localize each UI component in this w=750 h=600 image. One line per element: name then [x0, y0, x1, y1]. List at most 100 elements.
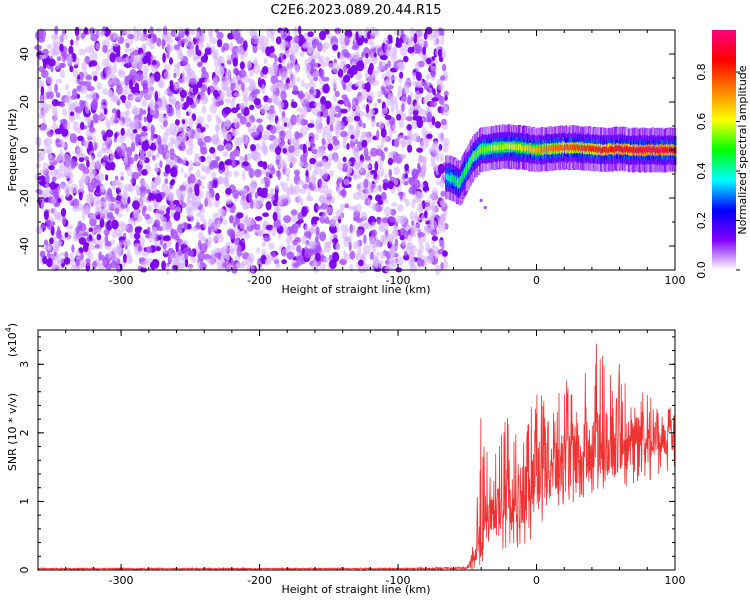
spectrogram-noise-cell [61, 128, 69, 137]
spectrogram-noise-cell [191, 193, 195, 204]
spectrogram-noise-cell [39, 150, 46, 161]
spectrogram-noise-cell [387, 157, 393, 166]
spectrogram-noise-cell [220, 209, 227, 220]
spectrogram-noise-cell [225, 68, 232, 79]
spectrogram-noise-cell [152, 155, 156, 161]
spectrogram-noise-cell [319, 55, 325, 64]
spectrogram-noise-cell [222, 151, 229, 157]
spectrogram-noise-cell [196, 81, 203, 88]
spectrogram-noise-cell [146, 226, 151, 232]
spectrogram-noise-cell [139, 185, 147, 192]
spectrogram-noise-cell [371, 79, 379, 87]
spectrogram-noise-cell [359, 166, 364, 173]
spectrogram-noise-cell [76, 112, 80, 120]
spectrogram-noise-cell [177, 157, 184, 164]
spectrogram-noise-cell [207, 87, 211, 96]
spectrogram-noise-cell [61, 34, 68, 40]
spectrogram-noise-cell [116, 264, 121, 274]
spectrogram-noise-cell [364, 58, 372, 64]
spectrogram-noise-cell [70, 161, 79, 167]
spectrogram-noise-cell [334, 123, 339, 135]
spectrogram-noise-cell [138, 107, 144, 117]
spectrogram-noise-cell [364, 37, 368, 44]
spectrogram-noise-cell [131, 171, 140, 180]
spectrogram-noise-cell [146, 150, 154, 158]
spectrogram-noise-cell [307, 31, 314, 38]
spectrogram-noise-cell [246, 216, 255, 226]
spectrogram-noise-cell [188, 41, 192, 49]
spectrogram-noise-cell [96, 159, 101, 168]
spectrogram-noise-cell [164, 164, 171, 174]
spectrogram-noise-cell [294, 64, 299, 74]
spectrogram-noise-cell [401, 103, 405, 112]
spectrogram-noise-cell [322, 83, 330, 94]
spectrogram-noise-cell [305, 175, 310, 183]
spectrogram-noise-cell [202, 165, 211, 174]
spectrogram-noise-cell [249, 198, 254, 209]
spectrogram-noise-cell [199, 243, 208, 254]
spectrogram-noise-cell [175, 241, 179, 253]
spectrogram-noise-cell [406, 124, 412, 131]
spectrogram-noise-cell [277, 171, 281, 181]
spectrogram-noise-cell [365, 103, 370, 114]
spectrogram-noise-cell [179, 89, 187, 99]
spectrogram-noise-cell [411, 46, 415, 53]
spectrogram-noise-cell [78, 178, 84, 188]
spectrogram-noise-cell [199, 262, 207, 271]
spectrogram-noise-cell [43, 138, 49, 148]
spectrogram-noise-cell [440, 75, 446, 81]
spectrogram-noise-cell [168, 95, 176, 103]
spectrogram-noise-cell [225, 187, 232, 195]
spectrogram-noise-cell [190, 255, 197, 263]
spectrogram-noise-cell [279, 130, 285, 141]
spectrogram-noise-cell [81, 172, 89, 184]
spectrogram-noise-cell [51, 99, 60, 107]
spectrogram-noise-cell [55, 78, 63, 84]
spectrogram-noise-cell [118, 148, 124, 158]
spectrogram-noise-cell [339, 259, 347, 265]
spectrogram-noise-cell [245, 214, 249, 224]
spectrogram-noise-cell [231, 129, 239, 137]
spectrogram-noise-cell [170, 252, 179, 259]
spectrogram-noise-cell [248, 192, 253, 201]
spectrogram-noise-cell [373, 52, 377, 58]
spectrogram-noise-cell [46, 221, 53, 230]
spectrogram-noise-cell [78, 163, 86, 171]
spectrogram-noise-cell [403, 83, 410, 90]
spectrogram-noise-cell [68, 45, 74, 55]
spectrogram-noise-cell [161, 260, 167, 271]
spectrogram-noise-cell [169, 148, 175, 156]
spectrogram-noise-cell [218, 55, 222, 67]
spectrogram-noise-cell [423, 82, 428, 90]
spectrogram-noise-cell [51, 34, 59, 40]
spectrogram-noise-cell [437, 48, 443, 58]
spectrogram-noise-cell [382, 107, 388, 114]
spectrogram-noise-cell [110, 239, 115, 245]
spectrogram-noise-cell [141, 99, 148, 107]
spectrogram-noise-cell [332, 44, 338, 51]
spectrogram-noise-cell [261, 65, 269, 75]
spectrogram-noise-cell [140, 32, 145, 42]
spectrogram-noise-cell [80, 121, 85, 130]
spectrogram-noise-cell [236, 46, 244, 56]
spectrogram-noise-cell [46, 75, 54, 85]
spectrogram-noise-cell [120, 171, 125, 177]
spectrogram-noise-cell [293, 169, 301, 176]
spectrogram-noise-cell [139, 92, 143, 102]
spectrogram-noise-cell [416, 147, 423, 153]
spectrogram-noise-cell [260, 107, 267, 115]
spectrogram-noise-cell [235, 261, 241, 269]
spectrogram-noise-cell [281, 161, 288, 169]
spectrogram-noise-cell [358, 119, 363, 128]
spectrogram-noise-cell [300, 106, 308, 116]
spectrogram-noise-cell [112, 41, 119, 47]
spectrogram-noise-cell [132, 49, 140, 56]
spectrogram-noise-cell [406, 242, 414, 252]
spectrogram-noise-cell [70, 39, 74, 46]
spectrogram-noise-cell [417, 37, 425, 47]
spectrogram-noise-cell [167, 142, 174, 149]
spectrogram-noise-cell [181, 119, 186, 125]
spectrogram-noise-cell [321, 76, 330, 82]
spectrogram-noise-cell [74, 106, 83, 114]
spectrogram-noise-cell [100, 208, 107, 217]
